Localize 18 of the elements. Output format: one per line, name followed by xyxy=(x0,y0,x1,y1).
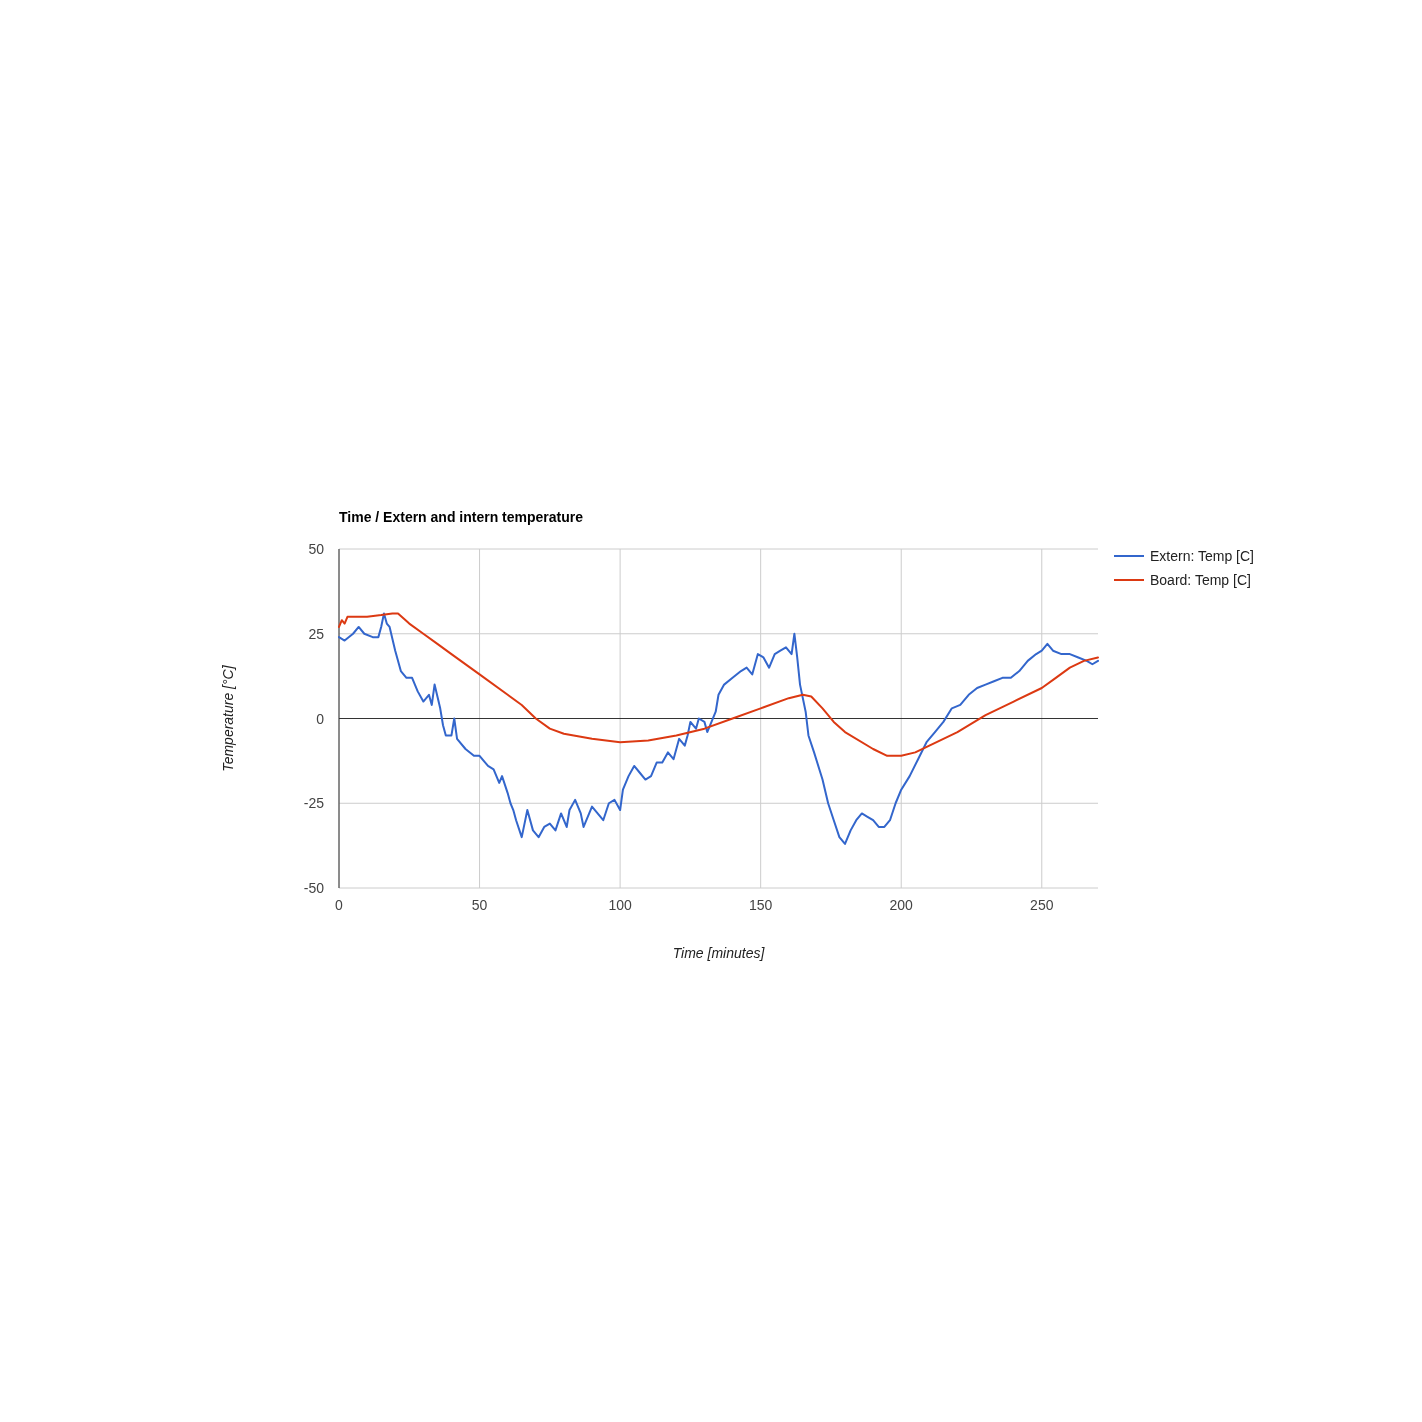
y-tick-label: 0 xyxy=(316,710,325,727)
x-tick-label: 250 xyxy=(1030,897,1054,913)
x-tick-label: 100 xyxy=(608,897,632,913)
x-tick-label: 0 xyxy=(335,897,344,913)
x-tick-label: 150 xyxy=(748,897,773,913)
x-tick-label: 50 xyxy=(471,897,488,913)
legend-label: Extern: Temp [C] xyxy=(1150,548,1255,564)
y-tick-label: 25 xyxy=(308,625,325,642)
y-tick-label: -50 xyxy=(303,880,325,896)
legend-label: Board: Temp [C] xyxy=(1150,572,1251,588)
line-series xyxy=(338,612,1099,845)
line-series xyxy=(338,612,1099,757)
y-tick-label: -25 xyxy=(303,795,325,812)
x-axis-title: Time [minutes] xyxy=(672,945,766,961)
x-tick-label: 200 xyxy=(889,897,914,913)
chart-title: Time / Extern and intern temperature xyxy=(339,509,584,525)
y-axis-title: Temperature [°C] xyxy=(220,664,236,772)
y-tick-label: 50 xyxy=(308,541,325,557)
